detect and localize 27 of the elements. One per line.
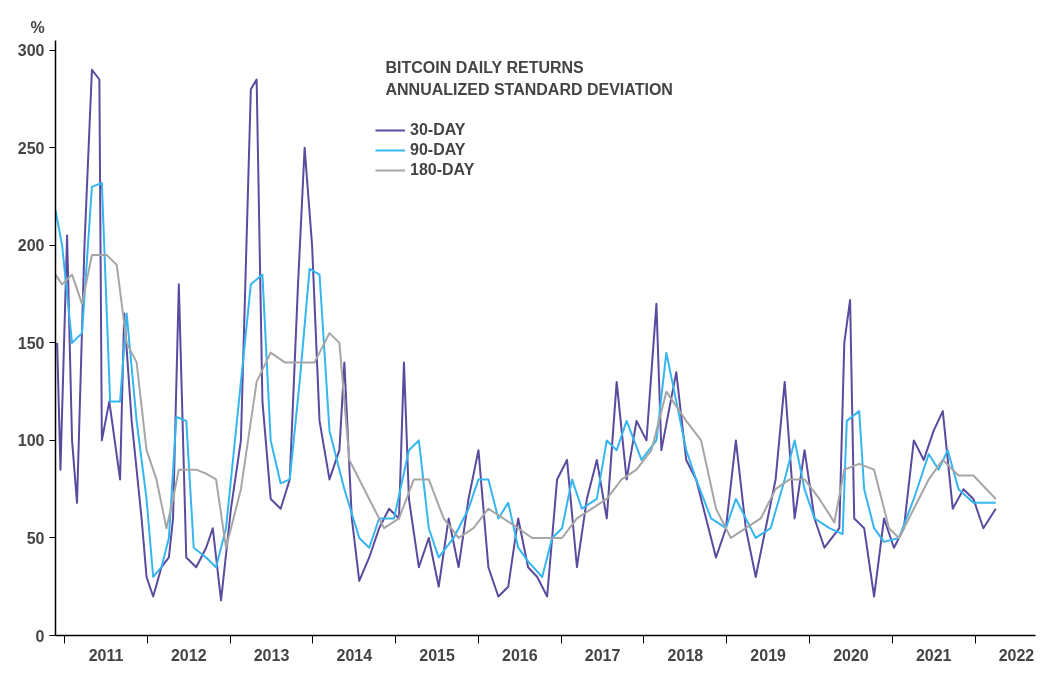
legend-label: 90-DAY (410, 141, 466, 159)
x-tick-label: 2014 (336, 646, 373, 664)
line-series (55, 254, 997, 549)
legend-label: 30-DAY (410, 121, 466, 139)
y-tick-label: 0 (35, 627, 45, 645)
x-tick-label: 2019 (750, 646, 787, 664)
x-tick-label: 2013 (253, 646, 290, 664)
y-tick-label: 250 (17, 139, 45, 157)
y-tick-label: 300 (17, 42, 45, 60)
x-tick-label: 2011 (88, 646, 124, 664)
x-tick-label: 2022 (998, 646, 1035, 664)
y-tick-label: 100 (17, 432, 45, 450)
y-axis-title: % (30, 18, 45, 36)
x-tick-label: 2015 (419, 646, 455, 664)
legend-label: 180-DAY (410, 161, 475, 179)
x-tick-label: 2012 (170, 646, 207, 664)
text: ANNUALIZED STANDARD DEVIATION (385, 80, 673, 98)
y-tick-label: 150 (17, 334, 45, 352)
x-tick-label: 2017 (584, 646, 621, 664)
line-series (55, 181, 997, 578)
x-tick-label: 2021 (915, 646, 952, 664)
x-tick-label: 2018 (667, 646, 704, 664)
y-tick-label: 50 (26, 529, 45, 547)
y-tick-label: 200 (17, 237, 45, 255)
x-tick-label: 2016 (502, 646, 538, 664)
x-tick-label: 2020 (833, 646, 869, 664)
text: BITCOIN DAILY RETURNS (385, 58, 585, 76)
